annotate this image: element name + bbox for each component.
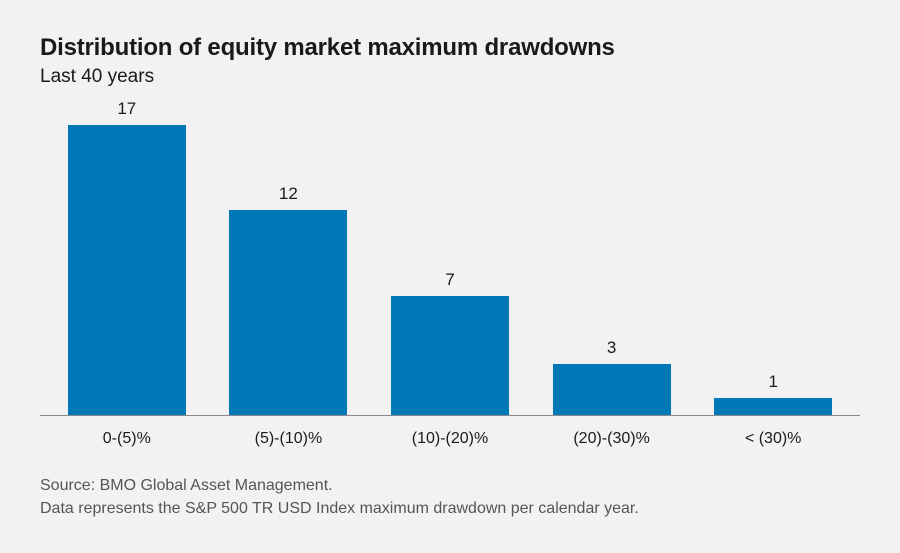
x-axis-label: (10)-(20)% xyxy=(369,430,531,448)
x-axis-label: (20)-(30)% xyxy=(531,430,693,448)
bar-value-label: 7 xyxy=(445,270,454,290)
chart-subtitle: Last 40 years xyxy=(40,66,860,88)
chart-title: Distribution of equity market maximum dr… xyxy=(40,34,860,62)
bar-slot: 1 xyxy=(692,96,854,415)
x-axis-label: < (30)% xyxy=(692,430,854,448)
bar xyxy=(553,364,671,415)
bar xyxy=(714,398,832,415)
bar-slot: 3 xyxy=(531,96,693,415)
bar-value-label: 3 xyxy=(607,338,616,358)
bar-value-label: 12 xyxy=(279,184,298,204)
chart-footer: Source: BMO Global Asset Management. Dat… xyxy=(40,474,860,520)
x-axis-label: 0-(5)% xyxy=(46,430,208,448)
x-axis-label: (5)-(10)% xyxy=(208,430,370,448)
bar-slot: 17 xyxy=(46,96,208,415)
source-text: Source: BMO Global Asset Management. xyxy=(40,474,860,497)
bar-chart: 17 12 7 3 1 0-(5)% (5)-(10)% (10)-(20)% … xyxy=(40,96,860,448)
bar xyxy=(68,125,186,415)
bar-slot: 12 xyxy=(208,96,370,415)
bar-value-label: 17 xyxy=(117,99,136,119)
plot-area: 17 12 7 3 1 xyxy=(40,96,860,416)
bar-slot: 7 xyxy=(369,96,531,415)
x-axis-labels: 0-(5)% (5)-(10)% (10)-(20)% (20)-(30)% <… xyxy=(40,430,860,448)
bar-value-label: 1 xyxy=(768,372,777,392)
bar xyxy=(229,210,347,415)
footer-note: Data represents the S&P 500 TR USD Index… xyxy=(40,497,860,520)
bar xyxy=(391,296,509,415)
